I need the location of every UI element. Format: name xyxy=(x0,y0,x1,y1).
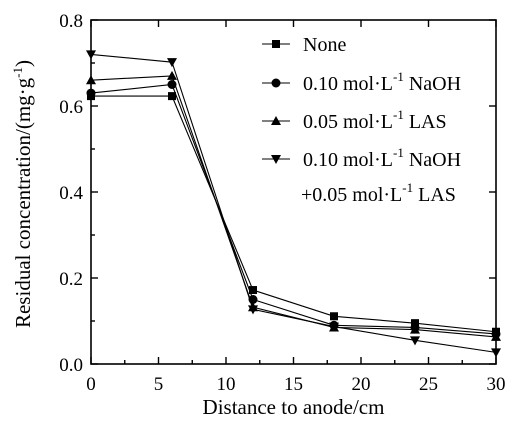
series-line xyxy=(90,53,497,353)
square-marker xyxy=(330,312,338,321)
circle-marker xyxy=(271,78,281,88)
x-tick-label: 15 xyxy=(284,374,303,395)
square-marker xyxy=(272,40,280,48)
triangle-down-marker xyxy=(86,50,96,60)
triangle-down-marker xyxy=(410,336,420,346)
y-tick-label: 0.6 xyxy=(59,97,83,118)
triangle-down-marker xyxy=(248,305,258,315)
y-tick-label: 0.2 xyxy=(59,269,83,290)
triangle-up-marker xyxy=(86,75,96,85)
legend-item-4: 0.10 mol·L-1 NaOH +0.05 mol·L-1 LAS xyxy=(262,145,461,206)
x-tick-label: 30 xyxy=(487,374,506,395)
x-tick-label: 20 xyxy=(352,374,371,395)
triangle-down-marker xyxy=(329,322,339,332)
x-tick-label: 25 xyxy=(419,374,438,395)
legend-label: 0.05 mol·L-1 LAS xyxy=(303,107,447,133)
legend-label: None xyxy=(303,34,346,56)
series-layer xyxy=(86,50,501,358)
x-tick-label: 0 xyxy=(86,374,96,395)
x-axis: 0 5 10 15 20 25 30 xyxy=(86,20,506,395)
legend-item-2: 0.10 mol·L-1 NaOH xyxy=(262,69,461,95)
legend: None 0.10 mol·L-1 NaOH 0.05 mol·L-1 LAS 0.1… xyxy=(262,34,461,206)
series-line xyxy=(91,95,497,333)
series-line xyxy=(90,83,497,335)
triangle-down-marker xyxy=(167,58,177,68)
legend-label: 0.10 mol·L-1 NaOH xyxy=(303,69,461,95)
triangle-down-marker xyxy=(271,155,281,164)
x-axis-title: Distance to anode/cm xyxy=(203,395,385,419)
legend-item-3: 0.05 mol·L-1 LAS xyxy=(262,107,447,133)
x-tick-label: 10 xyxy=(217,374,236,395)
y-axis-title: Residual concentration/(mg·g-1) xyxy=(10,60,35,328)
series-line xyxy=(90,75,497,338)
triangle-up-marker xyxy=(271,116,281,125)
triangle-down-marker xyxy=(491,348,501,358)
square-marker xyxy=(168,92,176,101)
square-marker xyxy=(249,286,257,295)
legend-item-1: None xyxy=(262,34,346,56)
y-tick-label: 0.0 xyxy=(59,355,83,376)
legend-label: 0.10 mol·L-1 NaOH xyxy=(303,145,461,171)
y-axis: 0.0 0.2 0.4 0.6 0.8 xyxy=(59,11,496,376)
legend-label: +0.05 mol·L-1 LAS xyxy=(301,180,456,206)
triangle-up-marker xyxy=(167,70,177,80)
triangle-up-marker xyxy=(410,324,420,334)
triangle-up-marker xyxy=(491,331,501,341)
y-tick-label: 0.8 xyxy=(59,11,83,32)
x-tick-label: 5 xyxy=(154,374,164,395)
series-4 xyxy=(86,50,501,358)
circle-marker xyxy=(86,88,96,98)
y-tick-label: 0.4 xyxy=(59,183,83,204)
